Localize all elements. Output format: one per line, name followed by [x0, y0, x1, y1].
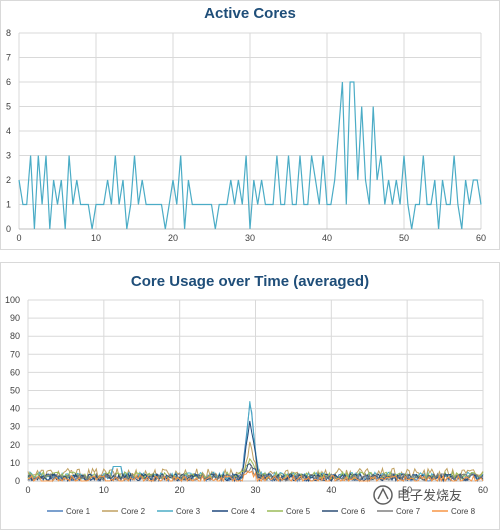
y-tick-label: 50	[10, 386, 20, 396]
y-tick-label: 6	[6, 77, 11, 87]
active-cores-plot: 0 1 2 3 4 5 6 7 8 0 10 20 30 40 50 60	[6, 28, 486, 243]
x-tick-label: 20	[175, 485, 185, 495]
y-tick-label: 30	[10, 422, 20, 432]
watermark-text: 电子发烧友	[397, 488, 462, 503]
y-tick-label: 3	[6, 151, 11, 161]
x-tick-label: 60	[478, 485, 488, 495]
y-tick-label: 40	[10, 404, 20, 414]
y-tick-label: 1	[6, 200, 11, 210]
legend-label: Core 5	[286, 507, 311, 516]
y-tick-label: 2	[6, 175, 11, 185]
legend-label: Core 2	[121, 507, 146, 516]
y-tick-label: 7	[6, 53, 11, 63]
y-tick-label: 8	[6, 28, 11, 38]
legend-label: Core 1	[66, 507, 91, 516]
x-tick-label: 10	[99, 485, 109, 495]
x-tick-label: 30	[245, 233, 255, 243]
legend-label: Core 6	[341, 507, 366, 516]
core-usage-chart: Core Usage over Time (averaged) 0 10 20 30 4…	[0, 262, 500, 530]
y-tick-label: 0	[15, 476, 20, 486]
x-tick-label: 40	[326, 485, 336, 495]
chart-title: Active Cores	[204, 5, 296, 22]
x-tick-label: 50	[402, 485, 412, 495]
x-tick-label: 0	[16, 233, 21, 243]
y-tick-label: 10	[10, 458, 20, 468]
legend-label: Core 4	[231, 507, 256, 516]
x-tick-label: 60	[476, 233, 486, 243]
y-tick-label: 4	[6, 126, 11, 136]
series-line-core-2	[27, 441, 484, 481]
y-tick-label: 60	[10, 367, 20, 377]
y-tick-label: 0	[6, 224, 11, 234]
y-tick-label: 100	[5, 295, 20, 305]
watermark-logo: 电子发烧友	[373, 485, 462, 505]
chart-title: Core Usage over Time (averaged)	[130, 273, 370, 290]
x-tick-label: 20	[168, 233, 178, 243]
legend-label: Core 8	[451, 507, 476, 516]
x-tick-label: 10	[91, 233, 101, 243]
y-tick-label: 5	[6, 102, 11, 112]
x-tick-label: 40	[322, 233, 332, 243]
legend-label: Core 7	[396, 507, 421, 516]
x-tick-label: 0	[25, 485, 30, 495]
y-tick-label: 20	[10, 440, 20, 450]
core-usage-plot: 0 10 20 30 40 50 60 70 80 90 100 0 10 20 30 40 50 60 Core …	[5, 295, 488, 516]
y-tick-label: 70	[10, 349, 20, 359]
x-tick-label: 50	[399, 233, 409, 243]
x-tick-label: 30	[250, 485, 260, 495]
watermark-icon	[373, 485, 393, 505]
series-line-active-cores	[18, 81, 482, 230]
y-tick-label: 90	[10, 313, 20, 323]
y-tick-label: 80	[10, 331, 20, 341]
legend-label: Core 3	[176, 507, 201, 516]
active-cores-chart: Active Cores 0 1 2 3 4 5 6 7 8 0 10 20 30 40 50 60	[0, 0, 500, 250]
series-line-core-8	[27, 470, 484, 483]
